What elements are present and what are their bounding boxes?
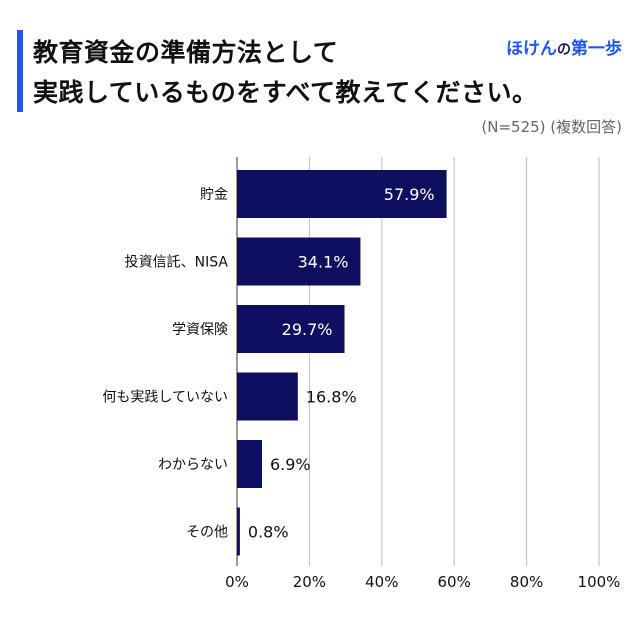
category-label: 投資信託、NISA xyxy=(125,255,229,271)
data-label: 29.7% xyxy=(282,320,333,339)
data-label: 16.8% xyxy=(306,388,357,407)
x-tick-label: 100% xyxy=(578,573,621,591)
brand-logo: ほけんの第一歩 xyxy=(506,34,622,59)
brand-part2: の xyxy=(557,42,571,58)
sample-note: (N=525) (複数回答) xyxy=(481,118,622,136)
data-label: 34.1% xyxy=(298,253,349,272)
data-label: 0.8% xyxy=(248,523,289,542)
brand-part1: ほけん xyxy=(506,39,557,59)
category-label: 貯金 xyxy=(200,187,228,203)
x-tick-label: 20% xyxy=(293,573,326,591)
title-accent-bar xyxy=(17,30,23,112)
x-tick-label: 0% xyxy=(225,573,249,591)
bar xyxy=(237,372,298,421)
bar xyxy=(237,440,262,488)
data-label: 57.9% xyxy=(384,185,435,204)
bar xyxy=(237,237,361,286)
chart-title-line1: 教育資金の準備方法として xyxy=(33,38,339,67)
x-tick-label: 40% xyxy=(365,573,398,591)
category-label: その他 xyxy=(186,525,228,541)
category-label: 何も実践していない xyxy=(102,390,228,406)
bar xyxy=(237,507,240,556)
category-label: わからない xyxy=(158,457,228,473)
x-tick-label: 80% xyxy=(510,573,543,591)
category-label: 学資保険 xyxy=(172,322,228,338)
data-label: 6.9% xyxy=(270,455,311,474)
bar xyxy=(237,305,345,353)
brand-part3: 第一歩 xyxy=(571,39,622,59)
bar xyxy=(237,170,447,218)
chart-title-line2: 実践しているものをすべて教えてください。 xyxy=(33,78,538,107)
x-tick-label: 60% xyxy=(438,573,471,591)
